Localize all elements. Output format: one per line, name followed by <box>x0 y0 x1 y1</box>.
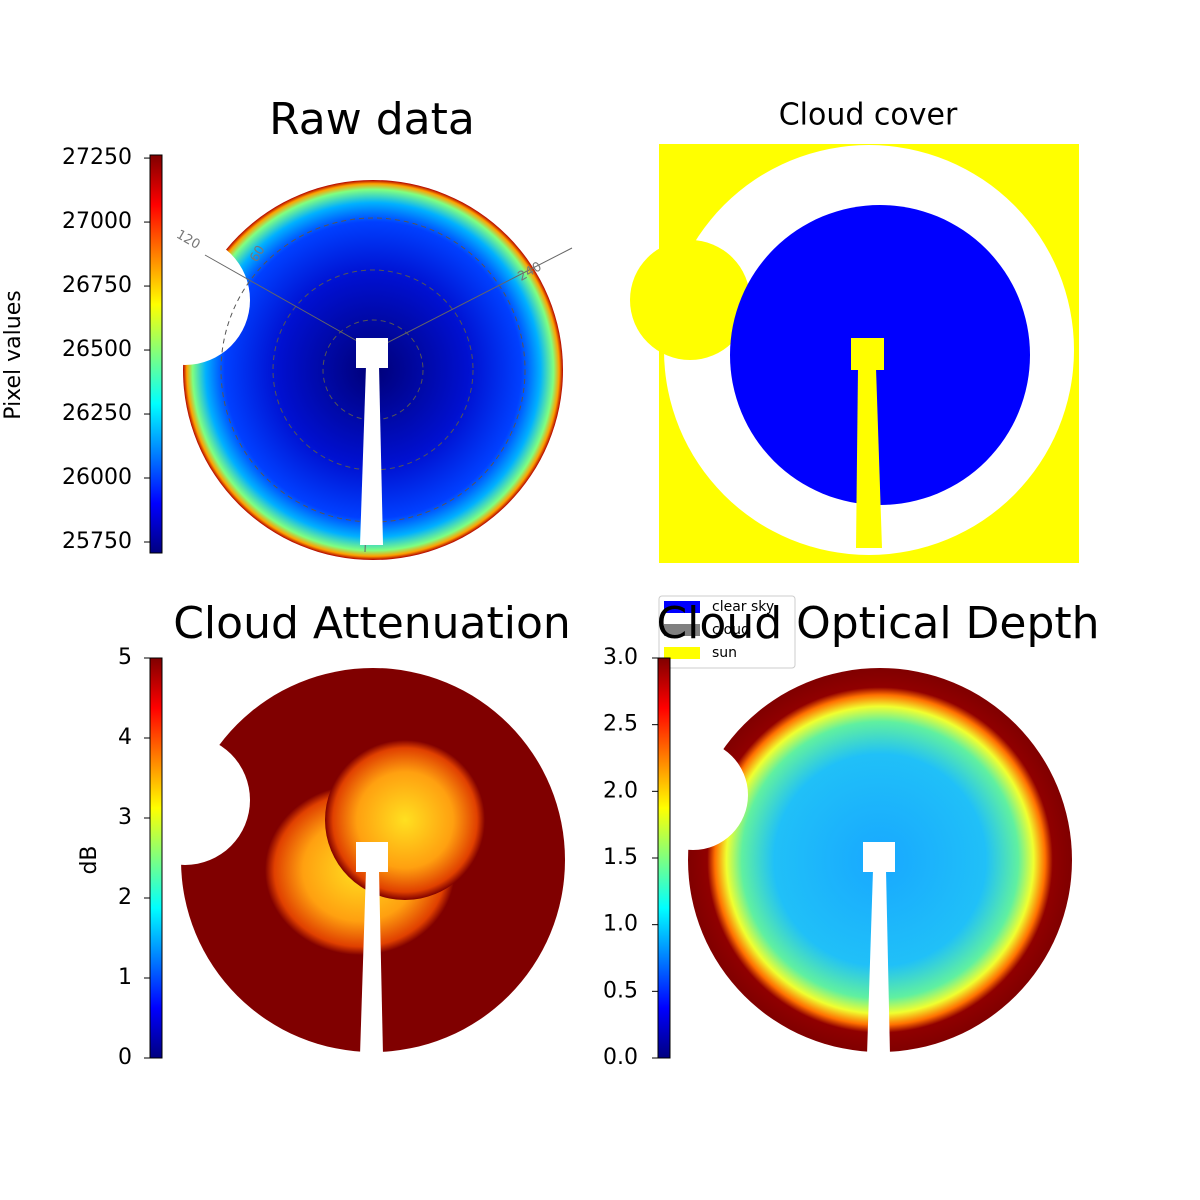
legend-swatch <box>664 624 700 636</box>
tick-label: 2.0 <box>603 778 638 803</box>
colorbar-label: Pixel values <box>1 290 26 419</box>
panel-title: Cloud Optical Depth <box>656 598 1099 649</box>
tick-label: 0.5 <box>603 978 638 1003</box>
panel-title: Cloud Attenuation <box>173 598 571 649</box>
legend-label: sun <box>712 645 737 661</box>
tick-label: 26500 <box>62 337 132 362</box>
tick-label: 5 <box>118 645 132 670</box>
attenuation-image <box>120 668 565 1055</box>
tick-label: 0.0 <box>603 1045 638 1070</box>
tick-label: 3.0 <box>603 645 638 670</box>
tick-label: 3 <box>118 805 132 830</box>
legend-label: clear sky <box>712 599 774 615</box>
tick-label: 1.0 <box>603 912 638 937</box>
panel-title: Raw data <box>269 94 475 145</box>
cod-image <box>638 668 1072 1055</box>
tick-label: 26000 <box>62 465 132 490</box>
colorbar <box>149 657 163 1059</box>
tick-label: 27000 <box>62 209 132 234</box>
tick-label: 26750 <box>62 273 132 298</box>
legend-swatch <box>664 601 700 613</box>
cloud-cover-image <box>630 144 1079 563</box>
tick-label: 0 <box>118 1045 132 1070</box>
tick-label: 1.5 <box>603 845 638 870</box>
legend-swatch <box>664 647 700 659</box>
colorbar <box>149 154 163 554</box>
tick-label: 1 <box>118 965 132 990</box>
tick-label: 25750 <box>62 529 132 554</box>
mast <box>851 338 884 370</box>
angle-label: 60 <box>247 243 268 265</box>
tick-label: 4 <box>118 725 132 750</box>
legend-label: cloud <box>712 622 750 638</box>
panel-title: Cloud cover <box>779 98 958 133</box>
tick-label: 2.5 <box>603 712 638 737</box>
legend: clear sky cloud sun <box>658 595 796 669</box>
tick-label: 2 <box>118 885 132 910</box>
tick-label: 26250 <box>62 401 132 426</box>
colorbar <box>657 657 671 1059</box>
mast <box>856 368 882 548</box>
colorbar-label: dB <box>77 845 102 874</box>
tick-label: 27250 <box>62 145 132 170</box>
sun-bite <box>630 240 750 360</box>
